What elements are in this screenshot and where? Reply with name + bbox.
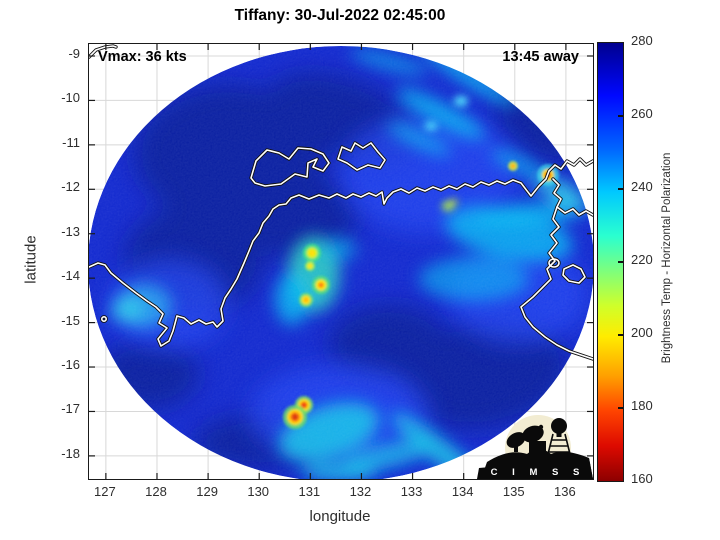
- y-tick-label: -13: [61, 223, 80, 239]
- y-tick-label: -16: [61, 357, 80, 373]
- water-tower-icon: [546, 418, 572, 459]
- x-tick-label: 135: [502, 484, 525, 499]
- time-away-annotation: 13:45 away: [502, 49, 579, 65]
- colorbar-tick-mark: [618, 188, 623, 190]
- y-tick-label: -15: [61, 312, 80, 328]
- colorbar-tick-mark: [618, 115, 623, 117]
- y-tick-label: -14: [61, 268, 80, 284]
- brightness-temp-raster: [89, 46, 593, 479]
- colorbar-tick-label: 180: [631, 398, 653, 413]
- colorbar: [597, 42, 624, 482]
- colorbar-tick-label: 280: [631, 33, 653, 48]
- y-tick-label: -11: [62, 134, 80, 150]
- x-tick-label: 132: [349, 484, 372, 499]
- colorbar-tick-label: 160: [631, 471, 653, 486]
- colorbar-label: Brightness Temp - Horizontal Polarizatio…: [661, 152, 673, 364]
- y-tick-label: -12: [61, 179, 80, 195]
- coastlines: [89, 44, 593, 361]
- plot-title: Tiffany: 30-Jul-2022 02:45:00: [234, 7, 446, 24]
- colorbar-tick-mark: [618, 261, 623, 263]
- x-tick-label: 131: [298, 484, 321, 499]
- x-tick-label: 134: [451, 484, 474, 499]
- x-axis-label: longitude: [309, 508, 371, 525]
- colorbar-tick-label: 260: [631, 106, 653, 121]
- y-axis-label: latitude: [22, 235, 40, 284]
- x-tick-label: 128: [145, 484, 167, 499]
- axis-tick-marks: [89, 44, 593, 479]
- colorbar-tick-label: 200: [631, 325, 653, 340]
- y-tick-label: -10: [61, 90, 80, 106]
- colorbar-tick-mark: [618, 334, 623, 336]
- colorbar-tick-mark: [618, 407, 623, 409]
- y-tick-label: -18: [61, 445, 80, 461]
- cimss-logo: C I M S S: [477, 415, 593, 479]
- x-tick-label: 136: [554, 484, 576, 499]
- y-tick-label: -9: [68, 45, 80, 61]
- logo-banner: [477, 458, 593, 479]
- x-tick-label: 133: [400, 484, 423, 499]
- x-tick-label: 130: [247, 484, 270, 499]
- colorbar-tick-label: 240: [631, 179, 653, 194]
- vmax-annotation: Vmax: 36 kts: [98, 49, 187, 65]
- plot-area: C I M S S Vmax: 36 kts 13:45 away: [88, 43, 594, 480]
- satellite-swath-image: C I M S S: [89, 44, 593, 479]
- cimss-logo-text: C I M S S: [491, 467, 586, 478]
- y-tick-label: -17: [61, 401, 80, 417]
- x-tick-label: 129: [196, 484, 218, 499]
- x-tick-label: 127: [94, 484, 116, 499]
- colorbar-tick-label: 220: [631, 252, 653, 267]
